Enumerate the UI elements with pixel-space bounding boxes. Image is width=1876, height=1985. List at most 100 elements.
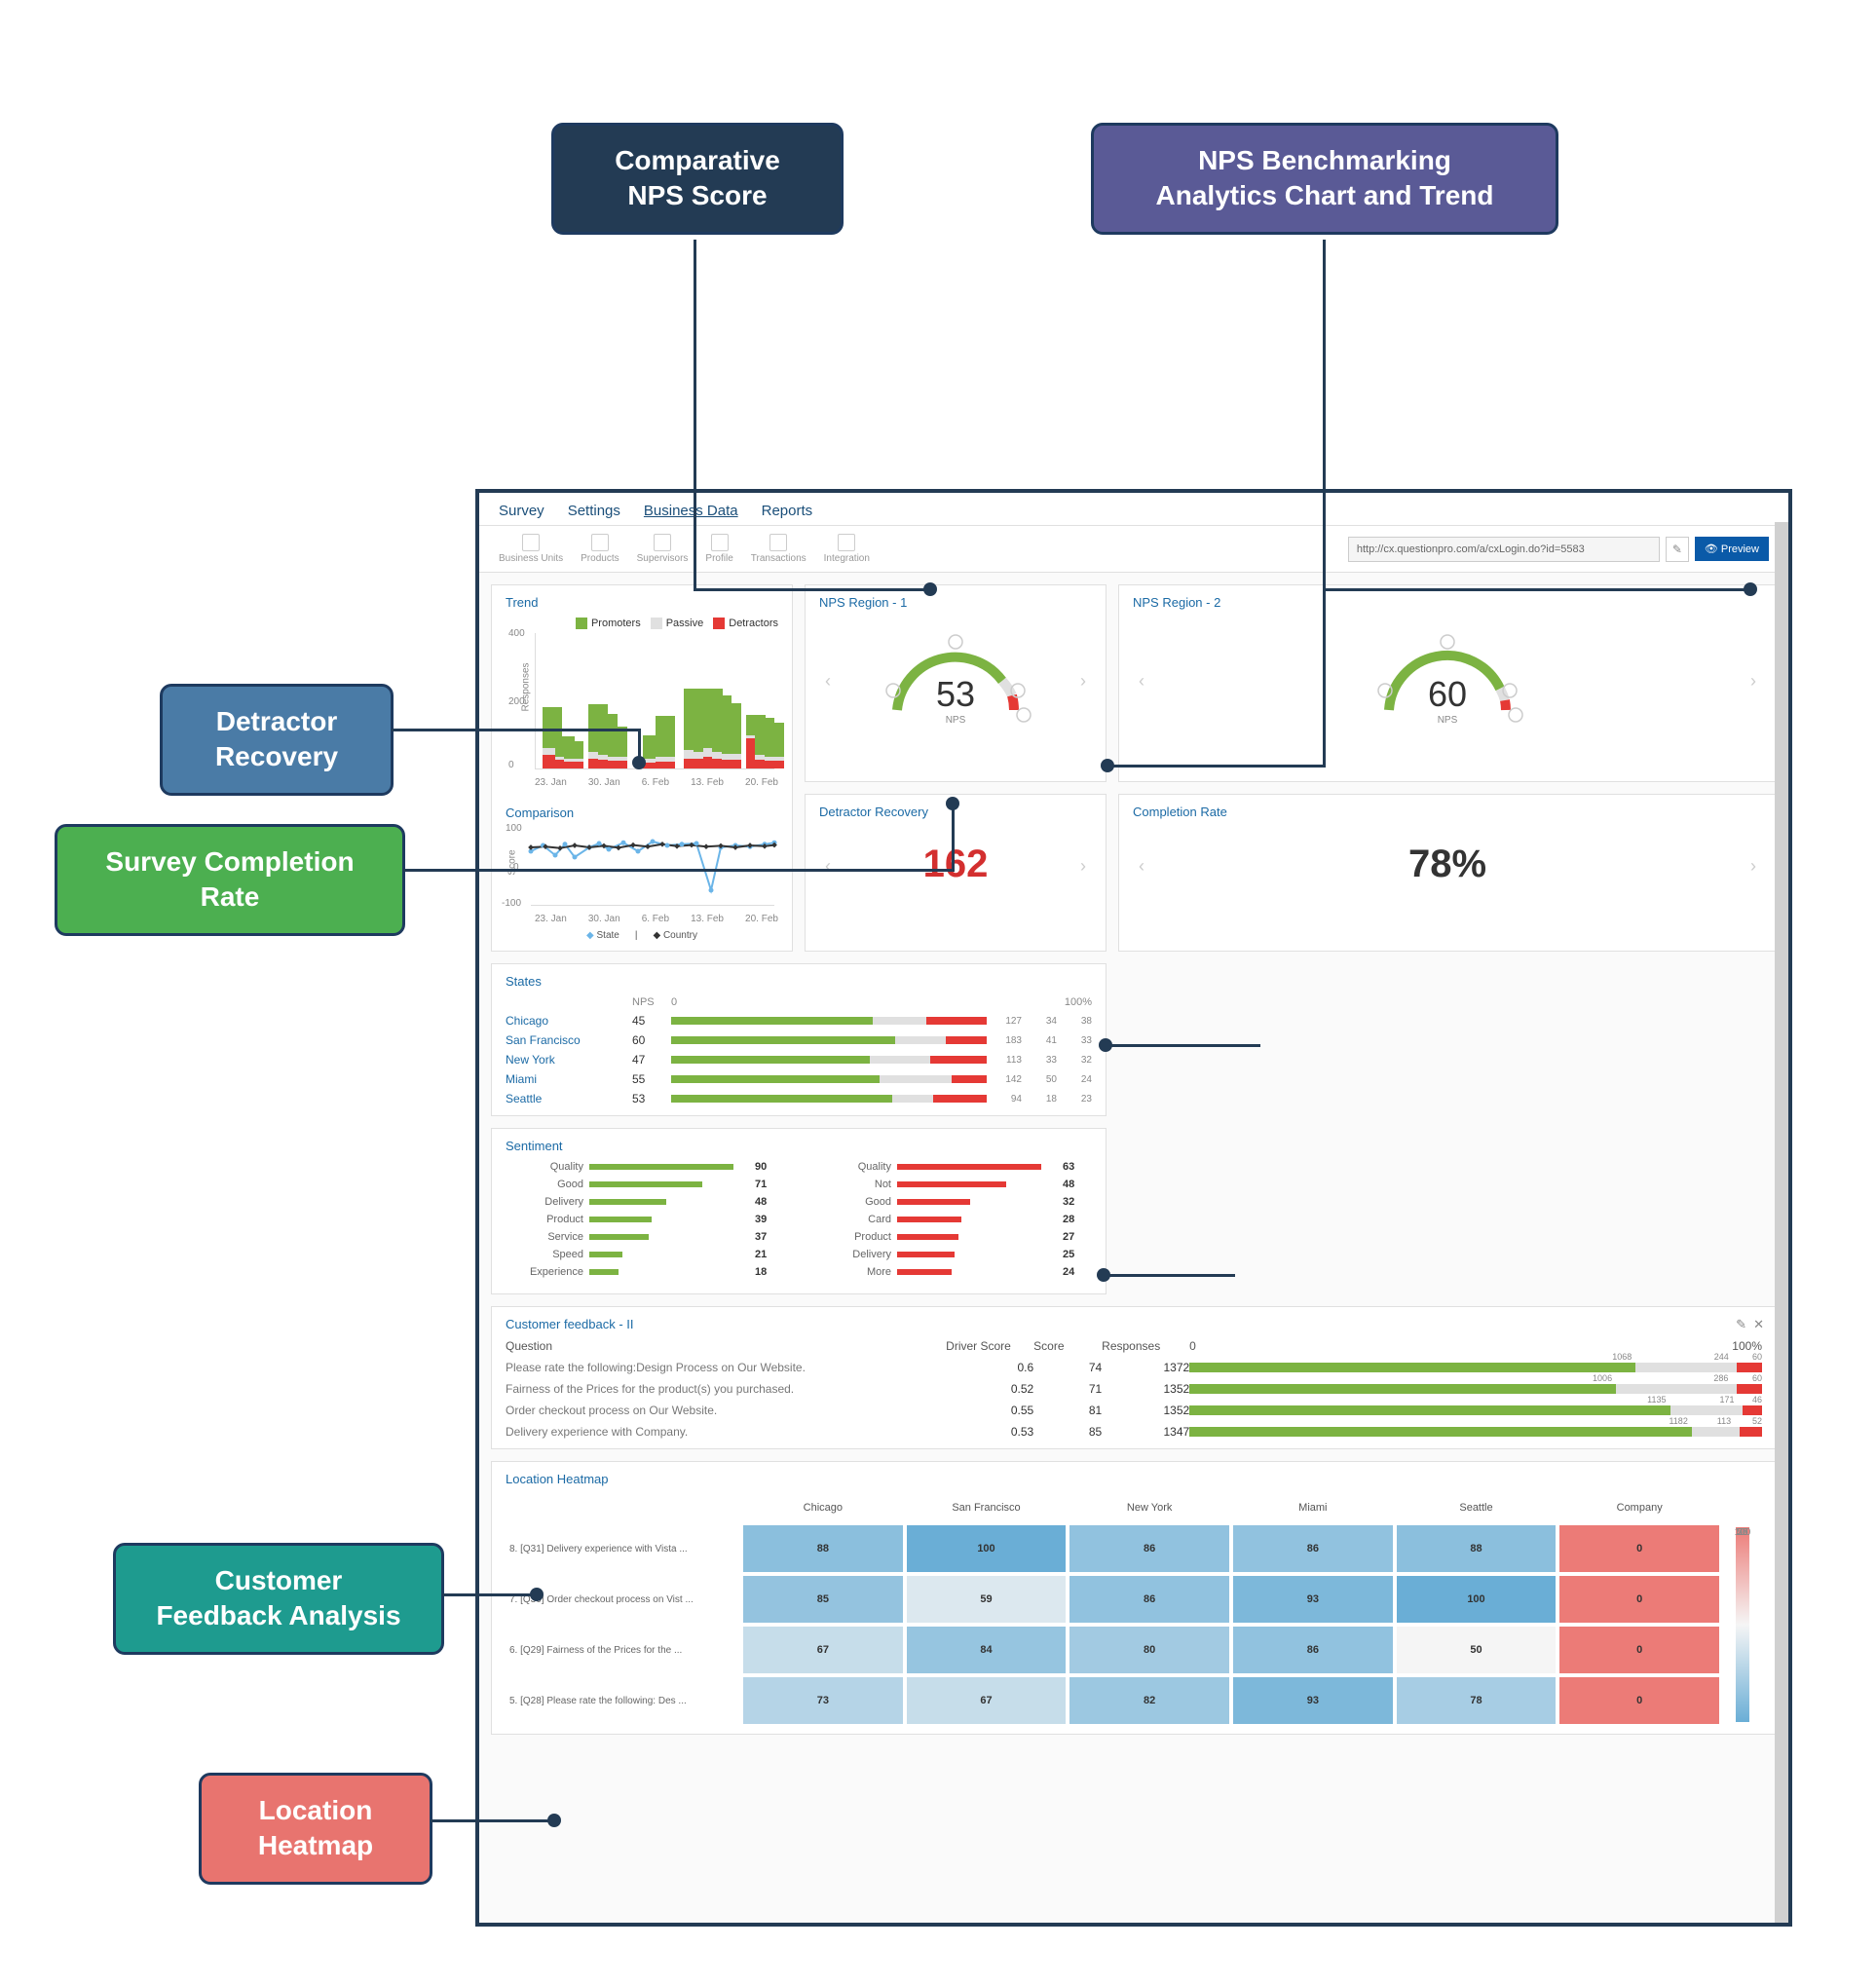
heatmap-cell: 0 <box>1559 1627 1719 1673</box>
heatmap-cell: 88 <box>743 1525 903 1572</box>
heatmap-cell: 100 <box>1397 1576 1557 1623</box>
tool-business-units[interactable]: Business Units <box>499 534 563 564</box>
feedback-question: Order checkout process on Our Website. <box>506 1404 946 1417</box>
state-bar <box>671 1056 987 1064</box>
callout-heatmap: LocationHeatmap <box>199 1773 432 1885</box>
card-title: Trend <box>506 595 778 610</box>
heatmap-cell: 0 <box>1559 1576 1719 1623</box>
trend-bar <box>608 727 627 768</box>
heatmap-row-label: 6. [Q29] Fairness of the Prices for the … <box>506 1641 739 1660</box>
heatmap-col-header: Company <box>1559 1494 1719 1521</box>
sentiment-card: Sentiment Quality90Good71Delivery48Produ… <box>491 1128 1107 1294</box>
state-nps: 53 <box>632 1092 671 1105</box>
comparison-chart: 100 0 -100 <box>531 828 774 906</box>
sentiment-row: Product39 <box>506 1214 784 1225</box>
next-icon[interactable]: › <box>1750 856 1756 877</box>
feedback-question: Delivery experience with Company. <box>506 1425 946 1439</box>
dashboard-screenshot: Survey Settings Business Data Reports Busin… <box>475 489 1792 1927</box>
heatmap-cell: 80 <box>1069 1627 1229 1673</box>
heatmap-cell: 88 <box>1397 1525 1557 1572</box>
callout-feedback: CustomerFeedback Analysis <box>113 1543 444 1655</box>
feedback-question: Please rate the following:Design Process… <box>506 1361 946 1374</box>
callout-survey-completion: Survey CompletionRate <box>55 824 405 936</box>
completion-rate-card: Completion Rate ‹ 78% › <box>1118 794 1777 953</box>
gauge-label: NPS <box>936 715 975 726</box>
card-title: Location Heatmap <box>506 1472 1762 1486</box>
trend-legend: PromotersPassiveDetractors <box>506 618 778 629</box>
heatmap-cell: 78 <box>1397 1677 1557 1724</box>
detractor-recovery-card: Detractor Recovery ‹ 162 › <box>805 794 1107 953</box>
heatmap-scale: 0255075100 <box>1723 1527 1762 1722</box>
gauge-label: NPS <box>1428 715 1467 726</box>
scrollbar[interactable] <box>1775 522 1788 1923</box>
heatmap-col-header: San Francisco <box>907 1494 1067 1521</box>
edit-icon[interactable]: ✎ <box>1736 1317 1746 1332</box>
nps-region-1-card: NPS Region - 1 ‹ 53 NPS › <box>805 584 1107 782</box>
prev-icon[interactable]: ‹ <box>825 856 831 877</box>
prev-icon[interactable]: ‹ <box>1139 856 1144 877</box>
tab-settings[interactable]: Settings <box>568 503 620 519</box>
state-name[interactable]: Seattle <box>506 1092 632 1105</box>
state-name[interactable]: Miami <box>506 1072 632 1086</box>
sentiment-row: Service37 <box>506 1231 784 1243</box>
state-nps: 45 <box>632 1014 671 1028</box>
heatmap-cell: 100 <box>907 1525 1067 1572</box>
tool-supervisors[interactable]: Supervisors <box>637 534 689 564</box>
tool-products[interactable]: Products <box>581 534 619 564</box>
url-input[interactable] <box>1348 537 1660 562</box>
state-name[interactable]: Chicago <box>506 1014 632 1028</box>
comparison-x-axis: 23. Jan30. Jan6. Feb13. Feb20. Feb <box>506 910 778 924</box>
nps-region-2-card: NPS Region - 2 ‹ 60 NPS › <box>1118 584 1777 782</box>
heatmap-cell: 82 <box>1069 1677 1229 1724</box>
legend-state: State <box>597 930 619 941</box>
heatmap-cell: 86 <box>1233 1525 1393 1572</box>
sentiment-row: Good32 <box>813 1196 1092 1208</box>
next-icon[interactable]: › <box>1080 856 1086 877</box>
tab-reports[interactable]: Reports <box>762 503 813 519</box>
heatmap-cell: 67 <box>907 1677 1067 1724</box>
sentiment-row: Product27 <box>813 1231 1092 1243</box>
trend-bar <box>564 741 583 768</box>
states-card: States NPS0100%Chicago451273438San Franc… <box>491 963 1107 1116</box>
gauge-value: 60 <box>1428 674 1467 715</box>
card-title: Completion Rate <box>1133 805 1762 819</box>
heatmap-cell: 50 <box>1397 1627 1557 1673</box>
heatmap-cell: 93 <box>1233 1677 1393 1724</box>
sentiment-row: Card28 <box>813 1214 1092 1225</box>
preview-button[interactable]: 👁 Preview <box>1695 537 1769 561</box>
heatmap-col-header: Seattle <box>1397 1494 1557 1521</box>
tool-integration[interactable]: Integration <box>824 534 870 564</box>
feedback-bar: 106824460 <box>1189 1363 1762 1372</box>
heatmap-cell: 86 <box>1233 1627 1393 1673</box>
prev-icon[interactable]: ‹ <box>825 671 831 692</box>
heatmap-row-label: 8. [Q31] Delivery experience with Vista … <box>506 1540 739 1558</box>
heatmap-cell: 0 <box>1559 1677 1719 1724</box>
tool-transactions[interactable]: Transactions <box>751 534 807 564</box>
heatmap-row-label: 5. [Q28] Please rate the following: Des … <box>506 1692 739 1710</box>
sentiment-row: Speed21 <box>506 1249 784 1260</box>
legend-country: Country <box>663 930 697 941</box>
state-bar <box>671 1095 987 1103</box>
state-bar <box>671 1017 987 1025</box>
comparison-legend: ◆ State | ◆ Country <box>506 924 778 941</box>
sentiment-row: Experience18 <box>506 1266 784 1278</box>
heatmap-cell: 86 <box>1069 1576 1229 1623</box>
sentiment-row: Quality63 <box>813 1161 1092 1173</box>
sentiment-row: Quality90 <box>506 1161 784 1173</box>
heatmap-cell: 84 <box>907 1627 1067 1673</box>
edit-url-icon[interactable]: ✎ <box>1666 537 1689 562</box>
next-icon[interactable]: › <box>1750 671 1756 692</box>
tab-business-data[interactable]: Business Data <box>644 503 738 519</box>
feedback-question: Fairness of the Prices for the product(s… <box>506 1382 946 1396</box>
tool-profile[interactable]: Profile <box>705 534 732 564</box>
state-name[interactable]: San Francisco <box>506 1033 632 1047</box>
prev-icon[interactable]: ‹ <box>1139 671 1144 692</box>
sentiment-row: Not48 <box>813 1179 1092 1190</box>
close-icon[interactable]: ✕ <box>1753 1317 1764 1332</box>
next-icon[interactable]: › <box>1080 671 1086 692</box>
state-name[interactable]: New York <box>506 1053 632 1067</box>
tab-survey[interactable]: Survey <box>499 503 544 519</box>
heatmap-cell: 85 <box>743 1576 903 1623</box>
card-title: Sentiment <box>506 1139 1092 1153</box>
feedback-bar: 100628660 <box>1189 1384 1762 1394</box>
